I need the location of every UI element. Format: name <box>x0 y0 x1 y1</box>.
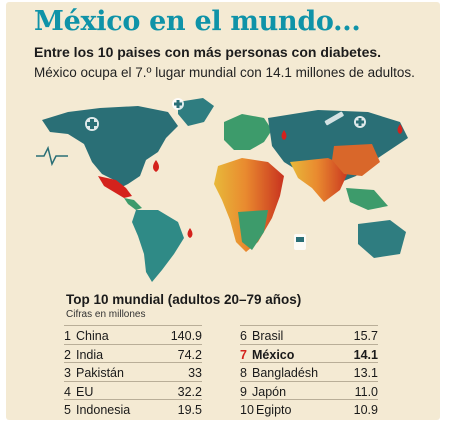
table-note: Cifras en millones <box>66 309 146 320</box>
table-row: 8 Bangladésh 13.1 <box>240 362 378 381</box>
country-name: EU <box>76 384 94 399</box>
rank-number: 1 <box>64 329 71 343</box>
table-row: 2 India 74.2 <box>64 343 202 363</box>
country-name: Indonesia <box>76 403 131 418</box>
table-row: 4 EU 32.2 <box>64 380 202 400</box>
glucometer-icon <box>294 234 306 250</box>
rank-number: 6 <box>240 329 247 343</box>
north-america-landmass <box>42 106 178 188</box>
country-value: 11.0 <box>354 384 378 399</box>
country-value: 19.5 <box>177 403 202 418</box>
africa-landmass <box>214 158 284 252</box>
medical-cross-icon <box>172 98 184 110</box>
table-row: 3 Pakistán 33 <box>64 362 202 381</box>
table-row: 10 Egipto 10.9 <box>240 399 378 418</box>
australia-landmass <box>358 220 406 258</box>
ranking-column-right: 6 Brasil 15.7 7 México 14.1 8 Bangladésh 13.1 9 Ja… <box>240 325 378 418</box>
rank-number: 7 <box>240 347 247 362</box>
rank-number: 4 <box>64 384 71 399</box>
blood-drop-icon <box>397 124 403 134</box>
medical-cross-icon <box>85 117 99 131</box>
country-value: 140.9 <box>170 329 202 343</box>
table-row: 7 México 14.1 <box>240 343 378 363</box>
country-name: Pakistán <box>76 366 124 381</box>
country-value: 33 <box>188 366 202 381</box>
country-name: México <box>252 347 295 362</box>
country-name: Bangladésh <box>252 366 319 381</box>
southeast-asia-landmass <box>346 188 388 210</box>
country-name: India <box>76 347 104 362</box>
mexico-landmass <box>98 176 132 198</box>
country-value: 14.1 <box>353 347 378 362</box>
country-value: 13.1 <box>353 366 378 381</box>
country-name: Egipto <box>256 403 292 418</box>
south-asia-landmass <box>290 158 350 202</box>
ranking-column-left: 1 China 140.9 2 India 74.2 3 Pakistán 33 4 EU 32.2 5… <box>64 325 202 418</box>
greenland-landmass <box>178 98 214 126</box>
medical-cross-icon <box>354 116 366 128</box>
rank-number: 9 <box>240 384 247 399</box>
blood-drop-icon <box>187 228 193 238</box>
country-name: China <box>76 329 109 343</box>
south-america-landmass <box>132 210 184 282</box>
country-name: Brasil <box>252 329 284 343</box>
country-value: 10.9 <box>353 403 378 418</box>
rank-number: 8 <box>240 366 247 381</box>
europe-landmass <box>224 114 272 150</box>
table-row: 9 Japón 11.0 <box>240 380 378 400</box>
table-row: 5 Indonesia 19.5 <box>64 399 202 418</box>
page-title: México en el mundo... <box>34 6 361 37</box>
blood-drop-icon <box>281 130 287 140</box>
china-landmass <box>332 144 380 176</box>
table-row: 1 China 140.9 <box>64 325 202 344</box>
southern-africa-landmass <box>238 210 268 250</box>
infographic-card <box>6 2 440 420</box>
country-name: Japón <box>252 384 287 399</box>
table-title: Top 10 mundial (adultos 20–79 años) <box>66 292 302 307</box>
blood-drop-icon <box>153 160 159 172</box>
rank-number: 2 <box>64 347 71 362</box>
heart-pulse-icon <box>36 145 68 167</box>
country-value: 15.7 <box>353 329 378 343</box>
syringe-icon <box>324 111 344 126</box>
rank-number: 3 <box>64 366 71 381</box>
rank-number: 10 <box>240 403 254 418</box>
central-america-landmass <box>124 198 142 210</box>
country-value: 74.2 <box>177 347 202 362</box>
table-row: 6 Brasil 15.7 <box>240 325 378 344</box>
rank-number: 5 <box>64 403 71 418</box>
page-subtitle: Entre los 10 paises con más personas con… <box>34 44 382 60</box>
intro-text: México ocupa el 7.º lugar mundial con 14… <box>34 65 415 80</box>
world-map <box>36 98 408 282</box>
country-value: 32.2 <box>177 384 202 399</box>
